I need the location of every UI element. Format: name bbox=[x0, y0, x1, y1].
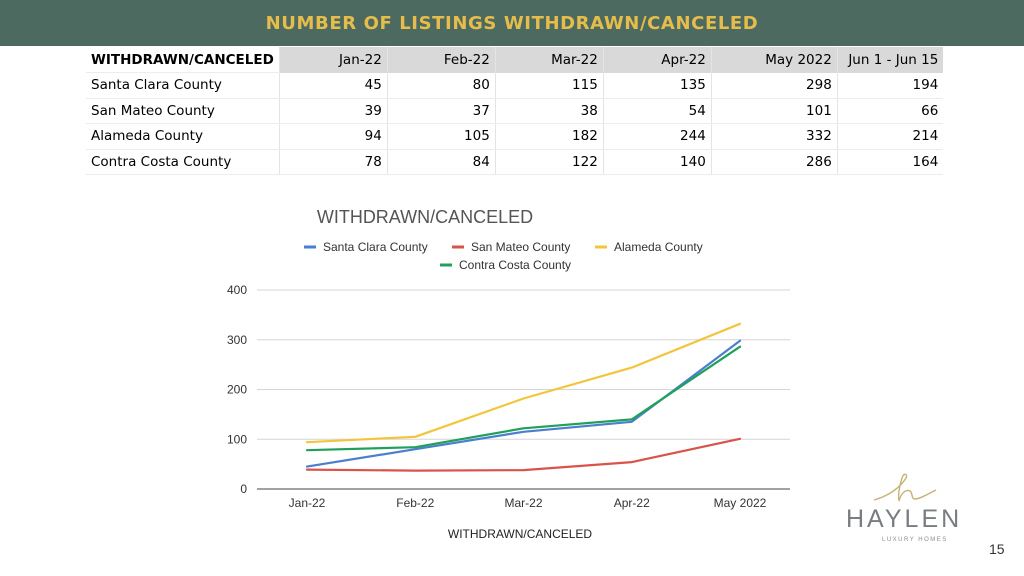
x-tick-label: Jan-22 bbox=[289, 496, 326, 510]
table-cell: 45 bbox=[278, 72, 388, 99]
table-cell: 194 bbox=[836, 72, 944, 99]
data-table: WITHDRAWN/CANCELED Jan-22 Feb-22 Mar-22 … bbox=[86, 47, 944, 175]
column-header: Mar-22 bbox=[494, 47, 604, 73]
row-label: San Mateo County bbox=[86, 98, 280, 124]
logo-name: HAYLEN bbox=[846, 505, 963, 533]
x-tick-label: Mar-22 bbox=[504, 496, 542, 510]
table-cell: 101 bbox=[710, 98, 838, 124]
table-header-row: WITHDRAWN/CANCELED Jan-22 Feb-22 Mar-22 … bbox=[86, 47, 944, 73]
y-tick-label: 300 bbox=[227, 333, 247, 347]
legend-label: Contra Costa County bbox=[459, 258, 571, 272]
table-cell: 115 bbox=[494, 72, 604, 99]
table-cell: 182 bbox=[494, 123, 604, 150]
column-header: Apr-22 bbox=[602, 47, 712, 73]
legend-label: Alameda County bbox=[614, 240, 703, 254]
page-number: 15 bbox=[989, 541, 1005, 557]
table-cell: 37 bbox=[386, 98, 496, 124]
row-label: Santa Clara County bbox=[86, 72, 280, 99]
table-cell: 39 bbox=[278, 98, 388, 124]
table-cell: 80 bbox=[386, 72, 496, 99]
x-tick-label: Feb-22 bbox=[396, 496, 434, 510]
table-cell: 244 bbox=[602, 123, 712, 150]
y-tick-label: 400 bbox=[227, 283, 247, 297]
series-line bbox=[305, 437, 742, 472]
chart-title: WITHDRAWN/CANCELED bbox=[317, 207, 533, 227]
page-title: NUMBER OF LISTINGS WITHDRAWN/CANCELED bbox=[265, 12, 759, 34]
legend-label: Santa Clara County bbox=[323, 240, 428, 254]
table-cell: 54 bbox=[602, 98, 712, 124]
y-tick-label: 100 bbox=[227, 432, 247, 446]
table-row: Alameda County 94 105 182 244 332 214 bbox=[86, 123, 944, 150]
line-chart: WITHDRAWN/CANCELED Santa Clara County San … bbox=[227, 207, 790, 541]
haylen-logo-mark-icon bbox=[873, 473, 937, 502]
table-cell: 140 bbox=[602, 149, 712, 175]
table-cell: 214 bbox=[836, 123, 944, 150]
table-cell: 94 bbox=[278, 123, 388, 150]
table-cell: 164 bbox=[836, 149, 944, 175]
table-row: Contra Costa County 78 84 122 140 286 16… bbox=[86, 149, 944, 175]
legend-label: San Mateo County bbox=[471, 240, 570, 254]
table-cell: 105 bbox=[386, 123, 496, 150]
logo-tagline: LUXURY HOMES bbox=[882, 537, 948, 543]
table-cell: 135 bbox=[602, 72, 712, 99]
table-cell: 78 bbox=[278, 149, 388, 175]
column-header: Jun 1 - Jun 15 bbox=[836, 47, 944, 73]
title-banner: NUMBER OF LISTINGS WITHDRAWN/CANCELED bbox=[0, 0, 1024, 46]
table-cell: 286 bbox=[710, 149, 838, 175]
series-line bbox=[305, 345, 742, 452]
row-label: Contra Costa County bbox=[86, 149, 280, 175]
table-cell: 298 bbox=[710, 72, 838, 99]
table-cell: 66 bbox=[836, 98, 944, 124]
table-corner-label: WITHDRAWN/CANCELED bbox=[86, 47, 280, 73]
x-tick-label: May 2022 bbox=[714, 496, 767, 510]
table-cell: 332 bbox=[710, 123, 838, 150]
table-cell: 84 bbox=[386, 149, 496, 175]
table-cell: 38 bbox=[494, 98, 604, 124]
column-header: Feb-22 bbox=[386, 47, 496, 73]
x-axis-label: WITHDRAWN/CANCELED bbox=[448, 527, 593, 541]
row-label: Alameda County bbox=[86, 123, 280, 150]
x-tick-label: Apr-22 bbox=[614, 496, 650, 510]
column-header: Jan-22 bbox=[278, 47, 388, 73]
series-line bbox=[305, 322, 742, 444]
column-header: May 2022 bbox=[710, 47, 838, 73]
table-row: Santa Clara County 45 80 115 135 298 194 bbox=[86, 72, 944, 99]
y-tick-label: 0 bbox=[240, 482, 247, 496]
table-cell: 122 bbox=[494, 149, 604, 175]
y-tick-label: 200 bbox=[227, 383, 247, 397]
table-row: San Mateo County 39 37 38 54 101 66 bbox=[86, 98, 944, 124]
